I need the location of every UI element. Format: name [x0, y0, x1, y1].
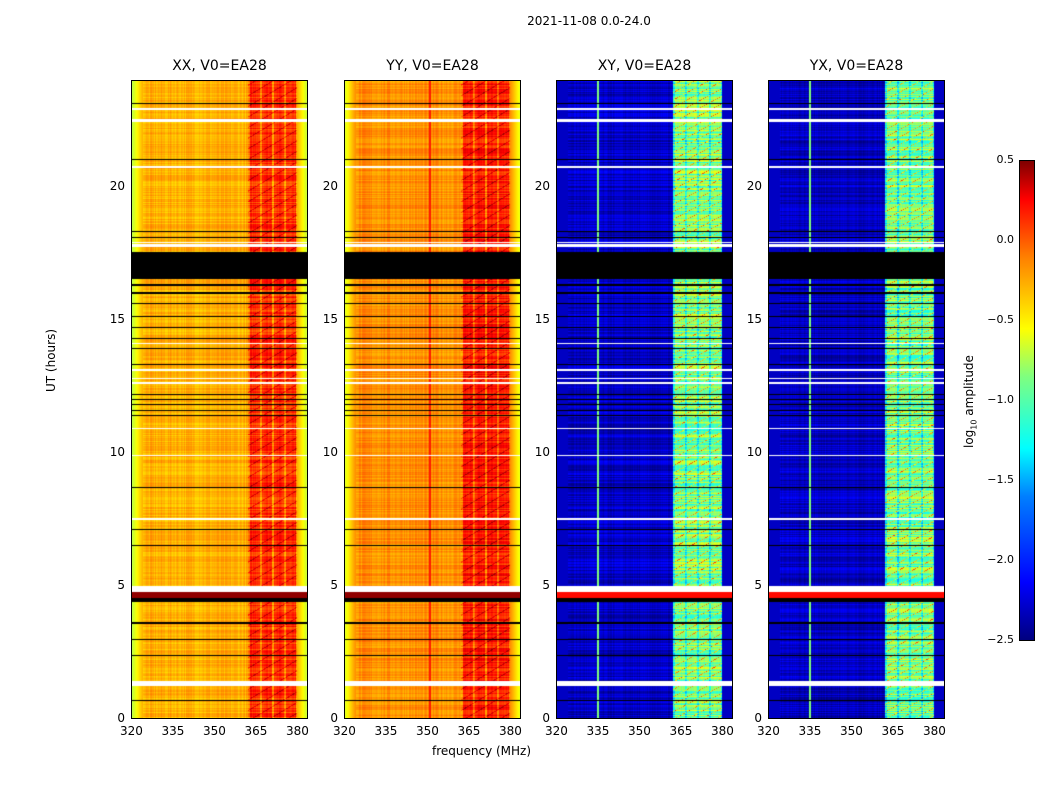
colorbar-tick-label: −2.5	[987, 633, 1014, 646]
x-tick-label: 380	[498, 724, 522, 738]
x-tick-label: 335	[161, 724, 185, 738]
heatmap-panel-2	[556, 80, 733, 719]
x-tick-label: 350	[202, 724, 226, 738]
y-tick-label: 10	[322, 444, 338, 459]
y-tick-label: 5	[754, 577, 762, 592]
y-tick-label: 15	[534, 311, 550, 326]
panel-title: XY, V0=EA28	[597, 58, 692, 74]
y-tick-label: 20	[746, 178, 762, 193]
x-tick-label: 320	[757, 724, 780, 738]
y-tick-label: 5	[330, 577, 338, 592]
axes-frame	[556, 80, 733, 719]
y-tick-label: 10	[109, 444, 125, 459]
y-tick-label: 5	[542, 577, 550, 592]
heatmap-cells	[344, 80, 521, 719]
x-axis-label: frequency (MHz)	[432, 744, 532, 758]
heatmap-panel-3	[768, 80, 945, 719]
x-tick-label: 320	[333, 724, 356, 738]
y-tick-label: 15	[109, 311, 125, 326]
figure-title: 2021-11-08 0.0-24.0	[527, 14, 651, 28]
panel-title: XX, V0=EA28	[172, 58, 267, 74]
x-tick-label: 335	[798, 724, 822, 738]
y-tick-label: 20	[322, 178, 338, 193]
colorbar-tick-label: −1.0	[987, 393, 1014, 406]
colorbar	[1019, 160, 1035, 641]
y-tick-label: 0	[117, 711, 125, 725]
colorbar-label: log10 amplitude	[962, 355, 979, 448]
x-tick-label: 350	[415, 724, 439, 738]
x-tick-label: 380	[922, 724, 946, 738]
axes-frame	[344, 80, 521, 719]
y-tick-label: 10	[746, 444, 762, 459]
y-axis-label: UT (hours)	[44, 328, 58, 392]
x-tick-label: 335	[586, 724, 610, 738]
y-tick-label: 20	[109, 178, 125, 193]
y-tick-label: 10	[534, 444, 550, 459]
axes-frame	[768, 80, 945, 719]
heatmap-cells	[556, 80, 733, 719]
x-tick-label: 365	[669, 724, 693, 738]
heatmap-panel-0	[131, 80, 308, 719]
colorbar-tick-label: −1.5	[987, 473, 1014, 486]
x-tick-label: 320	[545, 724, 568, 738]
x-tick-label: 350	[839, 724, 863, 738]
x-tick-label: 335	[374, 724, 398, 738]
y-tick-label: 0	[754, 711, 762, 725]
heatmap-cells	[768, 80, 945, 719]
y-tick-label: 15	[322, 311, 338, 326]
y-tick-label: 15	[746, 311, 762, 326]
colorbar-tick-label: 0.0	[996, 233, 1015, 246]
heatmap-panel-1	[344, 80, 521, 719]
heatmap-cells	[131, 80, 308, 719]
x-tick-label: 365	[244, 724, 268, 738]
x-tick-label: 365	[881, 724, 905, 738]
y-tick-label: 20	[534, 178, 550, 193]
x-tick-label: 380	[285, 724, 309, 738]
colorbar-tick-label: −0.5	[987, 313, 1014, 326]
y-tick-label: 0	[330, 711, 338, 725]
y-tick-label: 5	[117, 577, 125, 592]
axes-frame	[131, 80, 308, 719]
panel-title: YY, V0=EA28	[386, 58, 479, 74]
colorbar-tick-label: 0.5	[996, 153, 1015, 166]
y-tick-label: 0	[542, 711, 550, 725]
x-tick-label: 350	[627, 724, 651, 738]
panel-title: YX, V0=EA28	[809, 58, 904, 74]
x-tick-label: 380	[710, 724, 734, 738]
colorbar-tick-label: −2.0	[987, 553, 1014, 566]
x-tick-label: 320	[120, 724, 143, 738]
x-tick-label: 365	[457, 724, 481, 738]
